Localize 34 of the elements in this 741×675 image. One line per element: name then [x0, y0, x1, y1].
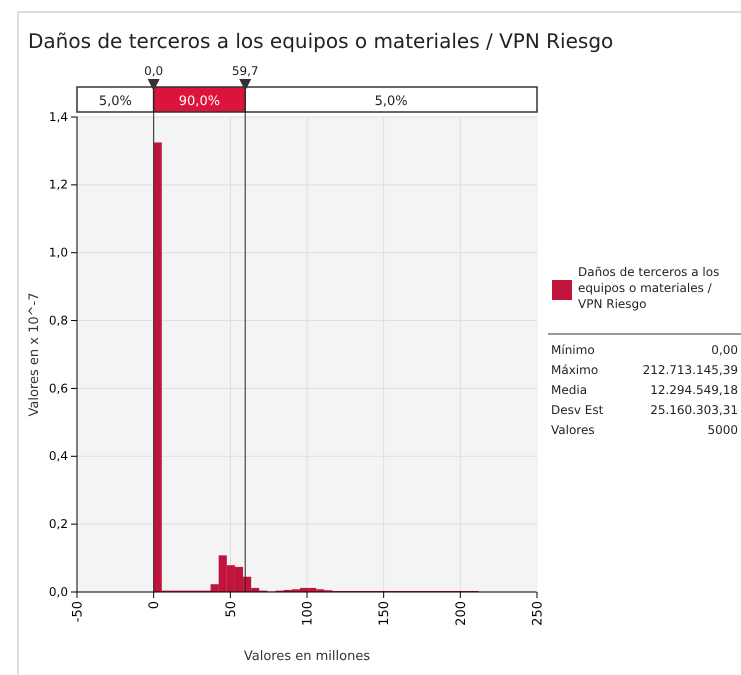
y-tick-label: 0,8	[48, 313, 68, 328]
text: 25.160.303,31	[650, 403, 738, 417]
y-tick-label: 0,0	[48, 584, 68, 599]
text: 5000	[707, 423, 738, 437]
text: 212.713.145,39	[642, 363, 738, 377]
text: 12.294.549,18	[650, 383, 738, 397]
ref-line-label: 59,7	[232, 64, 259, 78]
text: Desv Est	[551, 403, 604, 417]
y-tick-label: 0,4	[48, 449, 68, 464]
chart-title: Daños de terceros a los equipos o materiales / VPN Riesgo	[28, 29, 614, 53]
text: 90,0%	[178, 94, 220, 109]
y-tick-label: 0,6	[48, 381, 68, 396]
ref-line-label: 0,0	[144, 64, 164, 78]
x-tick-label: 50	[224, 601, 239, 618]
legend-label: Daños de terceros a los equipos o materiales / VPN Riesgo	[578, 265, 720, 311]
text: Media	[551, 383, 588, 397]
x-tick-label: 100	[300, 601, 316, 626]
text: 5,0%	[98, 94, 132, 109]
x-tick-label: 200	[454, 601, 469, 626]
text: 0,00	[711, 343, 738, 357]
x-tick-label: 150	[377, 601, 392, 626]
text: Mínimo	[551, 343, 595, 357]
x-tick-label: -50	[70, 601, 86, 622]
y-tick-label: 0,2	[48, 516, 68, 531]
text: Máximo	[551, 363, 598, 377]
x-tick-label: 250	[530, 601, 546, 626]
y-tick-label: 1,0	[48, 246, 68, 260]
y-tick-label: 1,2	[48, 178, 68, 192]
y-axis-title: Valores en x 10^-7	[27, 292, 42, 416]
text: Valores	[551, 423, 595, 437]
y-tick-label: 1,4	[48, 110, 68, 124]
text: 5,0%	[374, 94, 408, 109]
x-axis-title: Valores en millones	[244, 649, 370, 664]
x-tick-label: 0	[147, 601, 162, 610]
